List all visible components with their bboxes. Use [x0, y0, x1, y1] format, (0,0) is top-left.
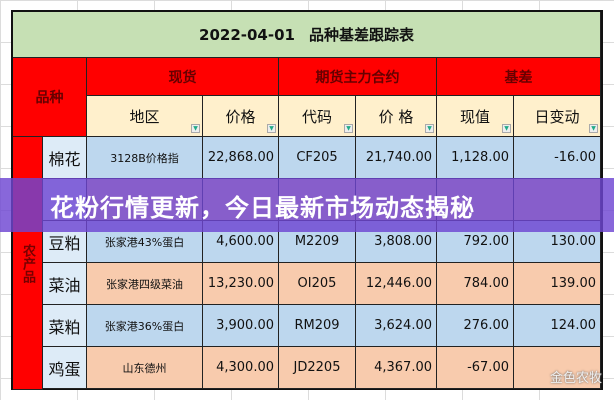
cell-spot_price[interactable]: 13,230.00: [203, 263, 279, 305]
cell-name[interactable]: 棉花: [43, 137, 87, 179]
cell-name[interactable]: 豆粕: [43, 221, 87, 263]
column-header-code[interactable]: 代码 ▼: [279, 96, 356, 137]
cell-basis[interactable]: 784.00: [437, 263, 514, 305]
filter-dropdown-icon[interactable]: ▼: [267, 124, 276, 133]
cell-change[interactable]: -16.00: [514, 137, 601, 179]
header-basis: 基差: [437, 58, 601, 96]
cell-code[interactable]: RM209: [279, 305, 356, 347]
cell-fut_price[interactable]: 4,367.00: [356, 347, 437, 389]
cell-fut_price[interactable]: 3,624.00: [356, 305, 437, 347]
filter-dropdown-icon[interactable]: ▼: [502, 124, 511, 133]
cell-region[interactable]: 3128B价格指: [87, 137, 203, 179]
filter-dropdown-icon[interactable]: ▼: [344, 124, 353, 133]
column-header-region[interactable]: 地区 ▼: [87, 96, 203, 137]
cell-fut_price[interactable]: 21,740.00: [356, 137, 437, 179]
cell-code[interactable]: JD2205: [279, 347, 356, 389]
column-header-label: 代码: [301, 107, 332, 126]
headline-text: 花粉行情更新，今日最新市场动态揭秘: [50, 193, 475, 222]
cell-change[interactable]: [514, 347, 601, 389]
column-header-label: 现值: [459, 107, 490, 126]
cell-change[interactable]: 139.00: [514, 263, 601, 305]
table-date: 2022-04-01: [199, 25, 295, 44]
cell-code[interactable]: OI205: [279, 263, 356, 305]
cell-region[interactable]: 张家港36%蛋白: [87, 305, 203, 347]
cell-fut_price[interactable]: 12,446.00: [356, 263, 437, 305]
table-title: 2022-04-01 品种基差跟踪表: [13, 12, 601, 58]
header-spot: 现货: [87, 58, 279, 96]
filter-dropdown-icon[interactable]: ▼: [425, 124, 434, 133]
column-header-label: 地区: [129, 107, 160, 126]
cell-name[interactable]: 鸡蛋: [43, 347, 87, 389]
cell-spot_price[interactable]: 22,868.00: [203, 137, 279, 179]
cell-name[interactable]: 菜油: [43, 263, 87, 305]
cell-code[interactable]: CF205: [279, 137, 356, 179]
cell-spot_price[interactable]: 4,300.00: [203, 347, 279, 389]
column-header-label: 价格: [225, 107, 256, 126]
cell-region[interactable]: 山东德州: [87, 347, 203, 389]
headline-banner: 花粉行情更新，今日最新市场动态揭秘: [0, 178, 614, 232]
header-variety: 品种: [13, 58, 87, 137]
column-header-basis_value[interactable]: 现值 ▼: [437, 96, 514, 137]
table-title-text: 品种基差跟踪表: [308, 26, 414, 44]
filter-dropdown-icon[interactable]: ▼: [589, 124, 598, 133]
cell-basis[interactable]: 276.00: [437, 305, 514, 347]
cell-basis[interactable]: 1,128.00: [437, 137, 514, 179]
cell-change[interactable]: 124.00: [514, 305, 601, 347]
cell-spot_price[interactable]: 3,900.00: [203, 305, 279, 347]
cell-name[interactable]: 菜粕: [43, 305, 87, 347]
column-header-label: 价 格: [378, 107, 414, 126]
cell-region[interactable]: 张家港四级菜油: [87, 263, 203, 305]
filter-dropdown-icon[interactable]: ▼: [191, 124, 200, 133]
column-header-fut_price[interactable]: 价 格 ▼: [356, 96, 437, 137]
header-futures: 期货主力合约: [279, 58, 437, 96]
cell-basis[interactable]: -67.00: [437, 347, 514, 389]
column-header-label: 日变动: [534, 107, 580, 126]
column-header-spot_price[interactable]: 价格 ▼: [203, 96, 279, 137]
watermark: 金色农牧: [549, 371, 602, 386]
category-agri: 农产品: [13, 137, 43, 390]
column-header-daily_change[interactable]: 日变动 ▼: [514, 96, 601, 137]
